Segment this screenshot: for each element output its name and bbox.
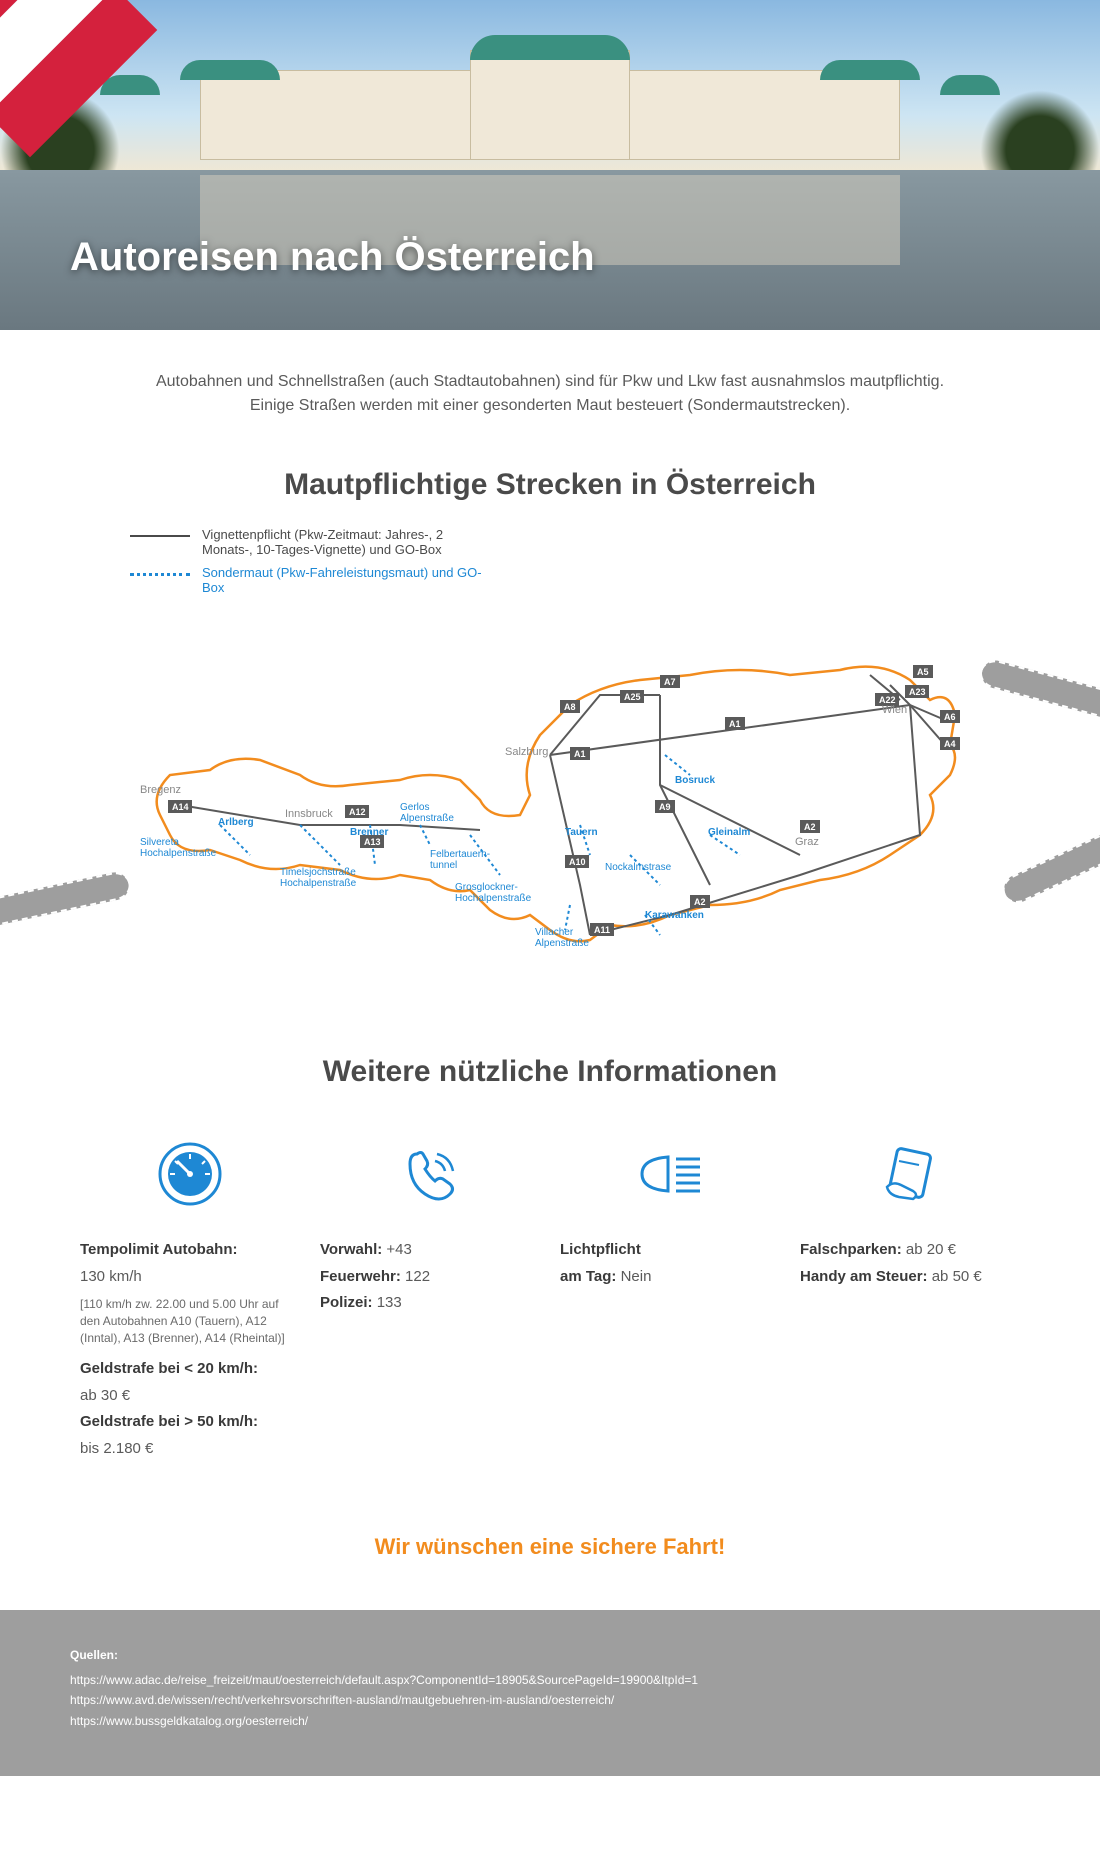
source-link: https://www.avd.de/wissen/recht/verkehrs…: [70, 1690, 1030, 1710]
svg-text:Graz: Graz: [795, 836, 819, 848]
legend-line-solid: [130, 535, 190, 537]
speedometer-icon: [80, 1134, 300, 1214]
info-col-light: Lichtpflicht am Tag: Nein: [560, 1134, 780, 1464]
svg-text:A1: A1: [574, 749, 586, 759]
svg-text:A23: A23: [909, 687, 926, 697]
intro-line: Autobahnen und Schnellstraßen (auch Stad…: [90, 370, 1010, 394]
toll-lines: [220, 755, 740, 935]
svg-text:A12: A12: [349, 807, 366, 817]
info-line: Tempolimit Autobahn:: [80, 1239, 300, 1262]
info-line: Handy am Steuer: ab 50 €: [800, 1266, 1020, 1289]
hero-title: Autoreisen nach Österreich: [70, 235, 595, 280]
svg-text:A2: A2: [694, 897, 706, 907]
svg-text:Silvereta: Silvereta: [140, 837, 179, 848]
svg-text:Karawanken: Karawanken: [645, 910, 704, 921]
info-line: Lichtpflicht: [560, 1239, 780, 1262]
svg-text:Salzburg: Salzburg: [505, 746, 548, 758]
svg-text:A7: A7: [664, 677, 676, 687]
info-section-title: Weitere nützliche Informationen: [0, 1055, 1100, 1089]
info-line: Vorwahl: +43: [320, 1239, 540, 1262]
wish-message: Wir wünschen eine sichere Fahrt!: [0, 1504, 1100, 1610]
info-line: Feuerwehr: 122: [320, 1266, 540, 1289]
svg-text:Felbertauern-: Felbertauern-: [430, 849, 490, 860]
svg-text:A11: A11: [594, 925, 610, 935]
svg-text:A4: A4: [944, 739, 956, 749]
svg-text:Villacher: Villacher: [535, 927, 574, 938]
svg-text:A5: A5: [917, 667, 929, 677]
info-note: [110 km/h zw. 22.00 und 5.00 Uhr auf den…: [80, 1296, 300, 1346]
svg-text:A10: A10: [569, 857, 586, 867]
info-line: am Tag: Nein: [560, 1266, 780, 1289]
source-link: https://www.bussgeldkatalog.org/oesterre…: [70, 1711, 1030, 1731]
svg-text:Hochalpenstraße: Hochalpenstraße: [455, 893, 532, 904]
svg-text:Arlberg: Arlberg: [218, 817, 254, 828]
austria-map: A14 A12 A13 A1 A1 A8 A25 A7 A9 A10 A11 A…: [0, 605, 1100, 1025]
source-link: https://www.adac.de/reise_freizeit/maut/…: [70, 1670, 1030, 1690]
svg-text:Hochalpenstraße: Hochalpenstraße: [280, 878, 357, 889]
svg-text:A14: A14: [172, 802, 189, 812]
svg-text:Nockalmstrase: Nockalmstrase: [605, 862, 672, 873]
svg-text:Bregenz: Bregenz: [140, 784, 181, 796]
info-grid: Tempolimit Autobahn: 130 km/h [110 km/h …: [0, 1114, 1100, 1504]
intro-text: Autobahnen und Schnellstraßen (auch Stad…: [0, 330, 1100, 443]
svg-text:Gerlos: Gerlos: [400, 802, 429, 813]
map-section-title: Mautpflichtige Strecken in Österreich: [0, 468, 1100, 502]
svg-text:Innsbruck: Innsbruck: [285, 808, 333, 820]
svg-text:A6: A6: [944, 712, 956, 722]
highway-labels: A14 A12 A13 A1 A1 A8 A25 A7 A9 A10 A11 A…: [168, 665, 960, 936]
info-col-speed: Tempolimit Autobahn: 130 km/h [110 km/h …: [80, 1134, 300, 1464]
svg-text:Gleinalm: Gleinalm: [708, 827, 750, 838]
svg-text:A8: A8: [564, 702, 576, 712]
sources-title: Quellen:: [70, 1645, 1030, 1665]
intro-line: Einige Straßen werden mit einer gesonder…: [90, 394, 1010, 418]
info-value: 130 km/h: [80, 1266, 300, 1289]
svg-text:Alpenstraße: Alpenstraße: [400, 813, 454, 824]
info-line: Geldstrafe bei > 50 km/h:: [80, 1411, 300, 1434]
svg-text:A25: A25: [624, 692, 641, 702]
svg-text:Tauern: Tauern: [565, 827, 598, 838]
info-line: Geldstrafe bei < 20 km/h:: [80, 1358, 300, 1381]
card-hand-icon: [800, 1134, 1020, 1214]
sources-footer: Quellen: https://www.adac.de/reise_freiz…: [0, 1610, 1100, 1776]
austria-outline: [157, 667, 955, 942]
svg-text:Timelsjochstraße: Timelsjochstraße: [280, 867, 356, 878]
info-line: Falschparken: ab 20 €: [800, 1239, 1020, 1262]
external-road-icon: [1000, 831, 1100, 907]
svg-text:Hochalpenstraße: Hochalpenstraße: [140, 848, 217, 859]
city-labels: Wien Salzburg Graz Innsbruck Bregenz: [140, 704, 907, 848]
svg-text:Brenner: Brenner: [350, 827, 388, 838]
svg-text:A13: A13: [364, 837, 381, 847]
svg-text:Bosruck: Bosruck: [675, 775, 715, 786]
svg-text:tunnel: tunnel: [430, 860, 457, 871]
palace-illustration: [100, 40, 1000, 170]
svg-text:A1: A1: [729, 719, 741, 729]
info-col-fines: Falschparken: ab 20 € Handy am Steuer: a…: [800, 1134, 1020, 1464]
svg-text:Wien: Wien: [882, 704, 907, 716]
info-col-phone: Vorwahl: +43 Feuerwehr: 122 Polizei: 133: [320, 1134, 540, 1464]
info-value: bis 2.180 €: [80, 1438, 300, 1461]
svg-text:A2: A2: [804, 822, 816, 832]
svg-text:Alpenstraße: Alpenstraße: [535, 938, 589, 949]
svg-text:Grosglockner-: Grosglockner-: [455, 882, 518, 893]
svg-text:A9: A9: [659, 802, 671, 812]
info-value: ab 30 €: [80, 1385, 300, 1408]
info-line: Polizei: 133: [320, 1292, 540, 1315]
headlight-icon: [560, 1134, 780, 1214]
phone-icon: [320, 1134, 540, 1214]
hero-banner: Autoreisen nach Österreich: [0, 0, 1100, 330]
